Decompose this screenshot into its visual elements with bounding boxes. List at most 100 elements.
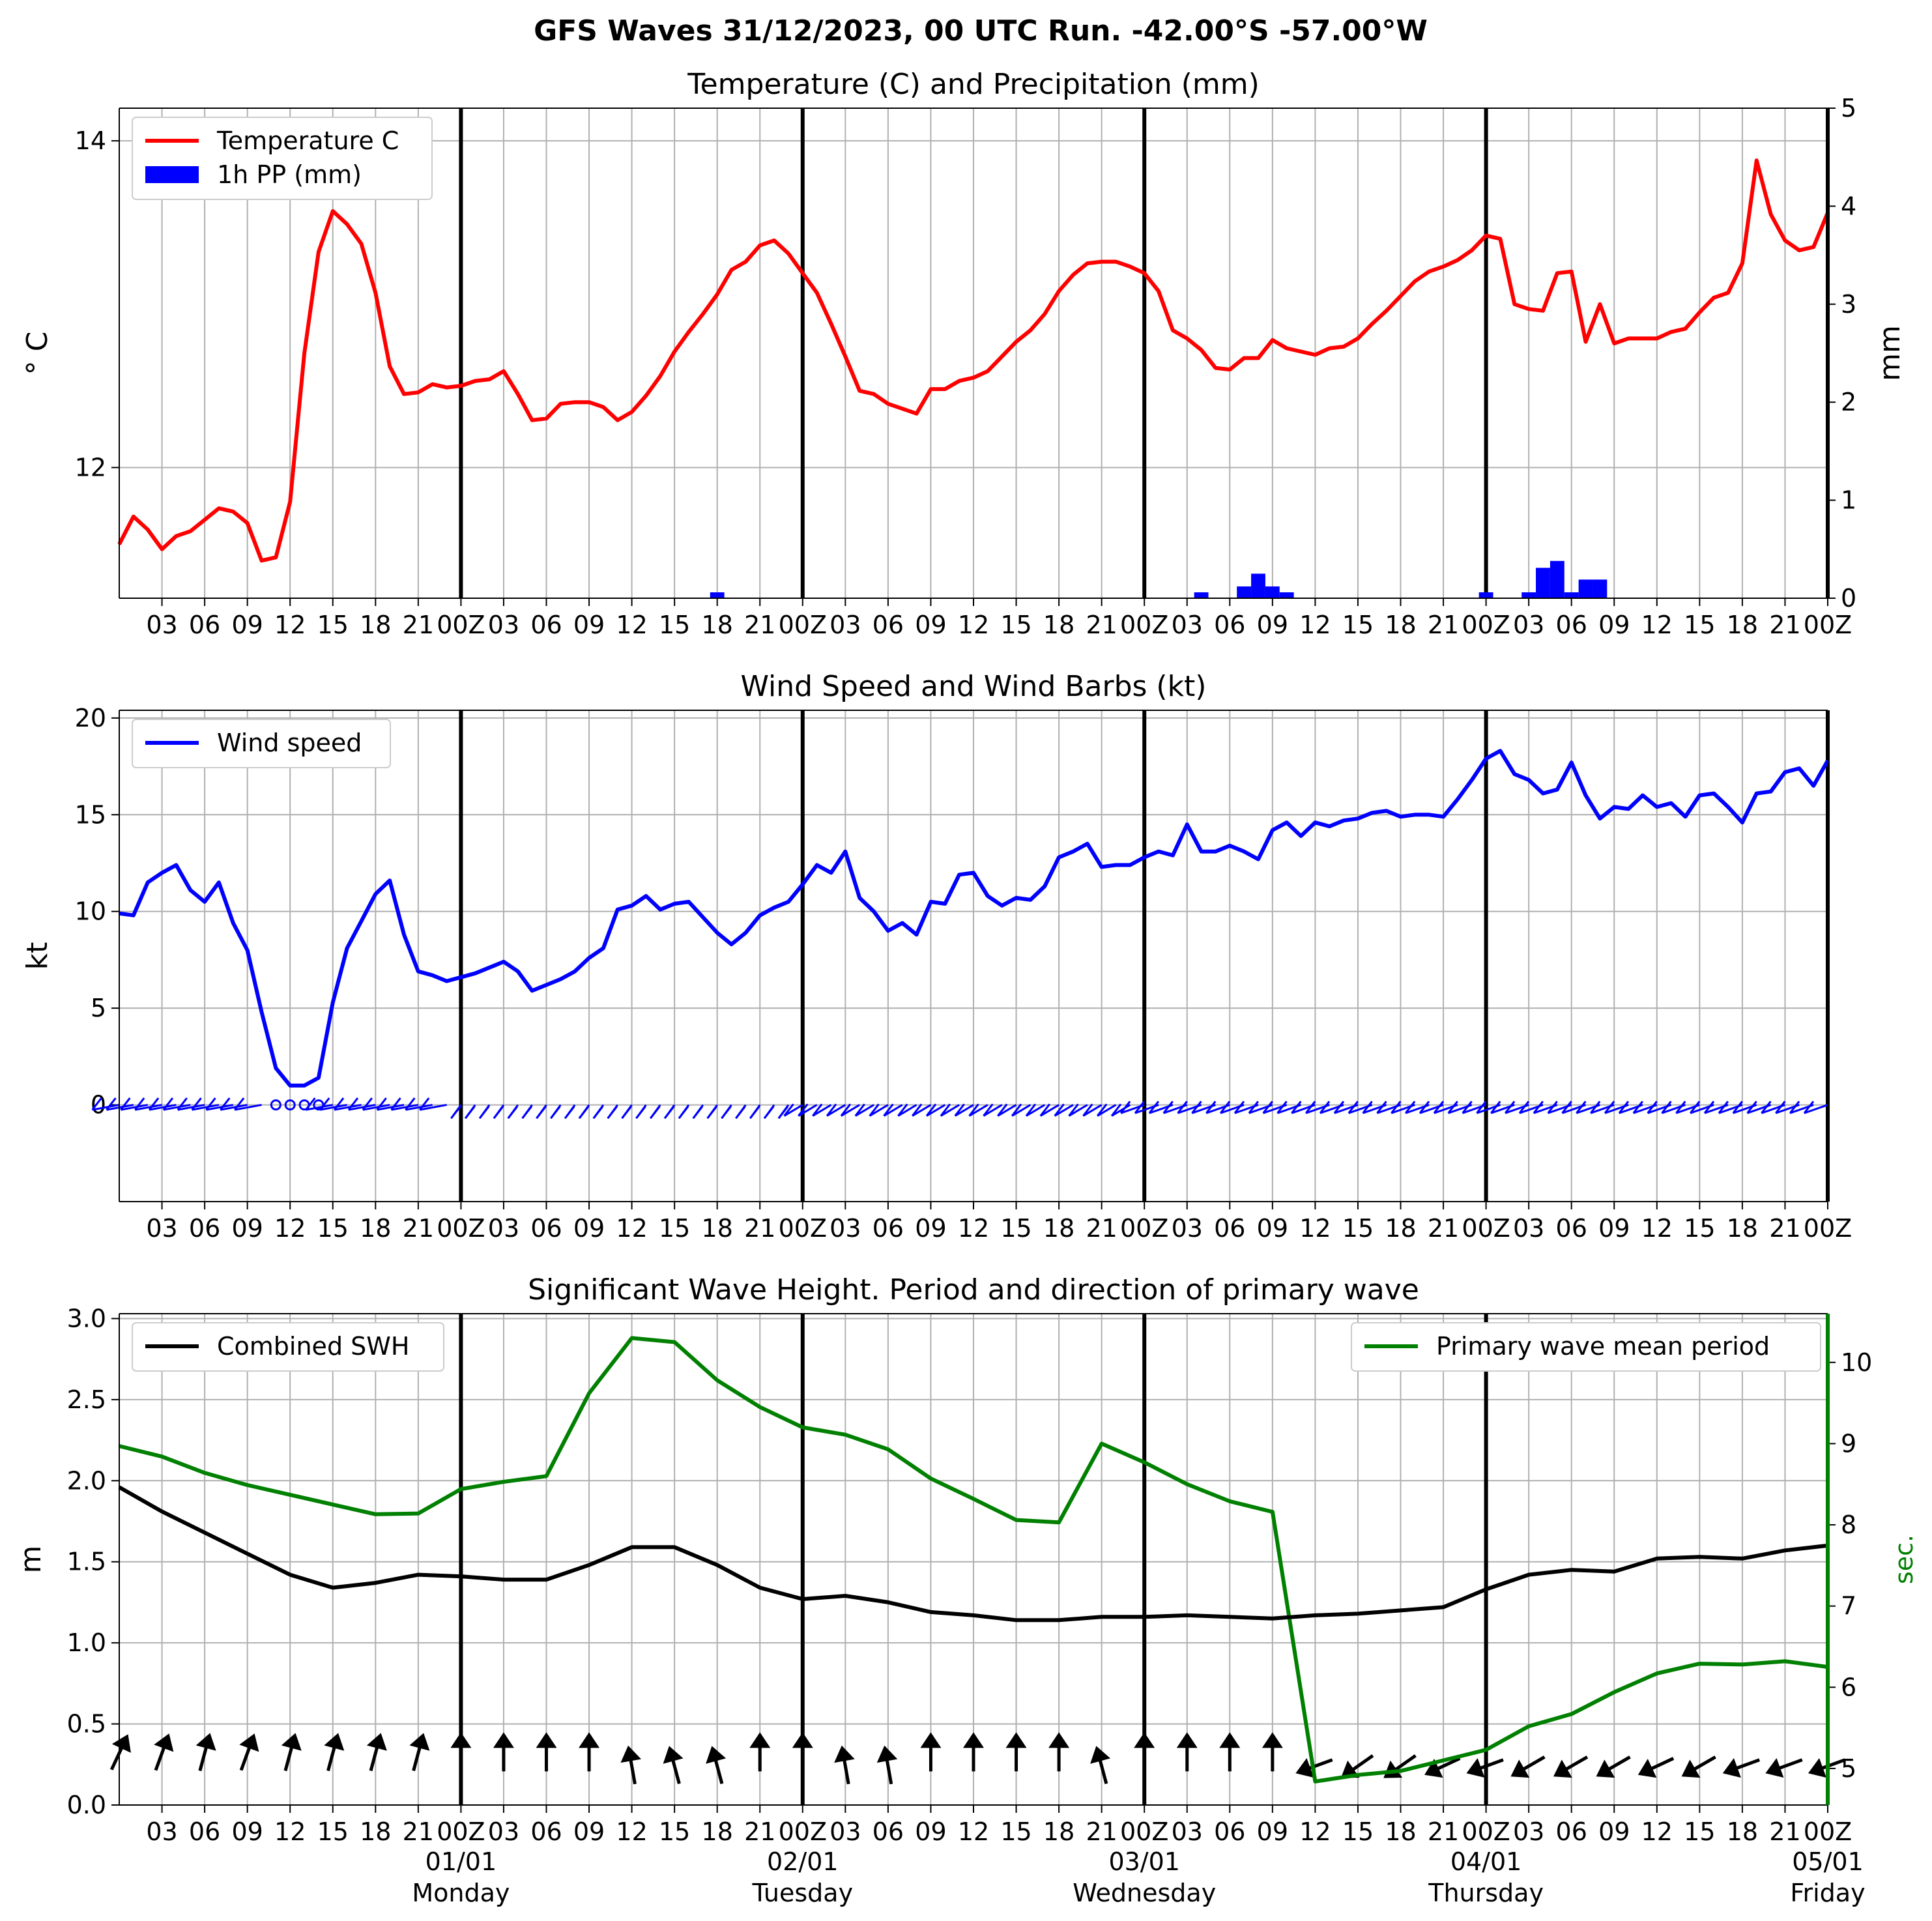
- direction-arrow-head: [1262, 1732, 1283, 1748]
- x-tick-label: 15: [317, 1817, 349, 1846]
- x-tick-label: 03: [1513, 1214, 1544, 1243]
- right-y-tick-label: 5: [1841, 1754, 1856, 1783]
- panel-title: Wind Speed and Wind Barbs (kt): [741, 670, 1207, 703]
- wind-barb-flag: [1433, 1101, 1445, 1114]
- x-tick-label: 21: [1086, 1214, 1117, 1243]
- wind-barb: [854, 1104, 874, 1117]
- x-tick-label: 06: [1556, 611, 1587, 639]
- wind-barb: [220, 1104, 248, 1111]
- direction-arrow: [109, 1734, 131, 1770]
- wind-barb: [206, 1104, 234, 1111]
- y-tick-label: 1.5: [67, 1548, 106, 1576]
- x-tick-label: 21: [1769, 1817, 1800, 1846]
- precip-bar: [1194, 592, 1209, 598]
- wind-barb-flag: [592, 1106, 604, 1119]
- wind-barb-flag: [854, 1103, 865, 1117]
- wind-barb-flag: [1661, 1101, 1672, 1114]
- direction-arrow-shaft: [628, 1757, 637, 1785]
- precip-bar: [1578, 579, 1593, 598]
- x-tick-label: 21: [1769, 1214, 1800, 1243]
- x-tick-label: 15: [1684, 1214, 1715, 1243]
- direction-arrow-head: [1090, 1746, 1111, 1764]
- wind-barb-flag: [134, 1097, 145, 1111]
- direction-arrow-shaft: [1648, 1757, 1675, 1772]
- direction-arrow: [1722, 1757, 1761, 1778]
- wind-barb-flag: [1746, 1101, 1757, 1114]
- x-tick-label: 12: [1641, 1817, 1673, 1846]
- x-tick-label: 06: [189, 1817, 220, 1846]
- direction-arrow: [620, 1745, 641, 1785]
- x-tick-label: 18: [702, 1817, 733, 1846]
- wind-barb-flag: [191, 1097, 202, 1111]
- direction-arrow-head: [536, 1732, 557, 1748]
- wind-barb-flag: [911, 1103, 923, 1117]
- wind-barb-flag: [940, 1103, 951, 1117]
- x-tick-label: 18: [702, 611, 733, 639]
- direction-arrow: [1295, 1757, 1333, 1778]
- direction-arrow-head: [195, 1733, 216, 1751]
- x-tick-label: 09: [1257, 1214, 1288, 1243]
- x-tick-label: 00Z: [779, 1214, 827, 1243]
- x-tick-label: 06: [189, 1214, 220, 1243]
- wind-barb-flag: [607, 1106, 618, 1119]
- wind-barb-flag: [1011, 1103, 1022, 1117]
- y-axis-label: m: [14, 1546, 48, 1574]
- direction-arrow-head: [1553, 1759, 1572, 1778]
- y-tick-label: 1.0: [67, 1628, 106, 1657]
- direction-arrow-shaft: [109, 1744, 125, 1770]
- wind-barb-flag: [706, 1106, 717, 1119]
- wind-barb-flag: [1632, 1101, 1643, 1114]
- direction-arrow-head: [920, 1732, 942, 1748]
- right-y-tick-label: 9: [1841, 1429, 1856, 1458]
- x-tick-label: 12: [958, 1214, 989, 1243]
- day-label: Friday: [1790, 1879, 1865, 1907]
- x-tick-label: 03: [146, 611, 177, 639]
- wind-barb: [1068, 1104, 1088, 1117]
- x-tick-label: 06: [872, 1214, 904, 1243]
- direction-arrow-head: [111, 1734, 131, 1753]
- wind-barb-flag: [493, 1106, 504, 1119]
- direction-arrow-head: [1722, 1757, 1741, 1778]
- x-tick-label: 03: [1513, 1817, 1544, 1846]
- wind-barb-flag: [1097, 1103, 1108, 1117]
- wind-barb-flag: [507, 1106, 518, 1119]
- wind-barb-flag: [1177, 1101, 1188, 1114]
- wind-barb: [826, 1104, 846, 1117]
- precip-bar: [1564, 592, 1579, 598]
- direction-arrow-head: [834, 1745, 855, 1763]
- x-tick-label: 06: [189, 611, 220, 639]
- x-tick-label: 06: [530, 1817, 562, 1846]
- wind-barb-flag: [390, 1097, 401, 1111]
- wind-barb-flag: [405, 1097, 416, 1111]
- wind-barb-flag: [650, 1106, 661, 1119]
- direction-arrow: [450, 1732, 472, 1772]
- wind-barb: [1011, 1104, 1031, 1117]
- y-axis-label: ° C: [21, 332, 54, 375]
- direction-arrow-head: [1005, 1732, 1027, 1748]
- day-label: Wednesday: [1073, 1879, 1216, 1907]
- x-tick-label: 09: [231, 1214, 263, 1243]
- precip-bar: [1536, 568, 1550, 598]
- direction-arrow: [1808, 1757, 1846, 1778]
- wind-barb-flag: [177, 1097, 188, 1111]
- wind-barb-flag: [763, 1106, 775, 1119]
- wind-barb-flag: [1604, 1101, 1615, 1114]
- wind-barb-flag: [1561, 1101, 1572, 1114]
- wind-barb-flag: [1068, 1103, 1079, 1117]
- day-label: Thursday: [1428, 1879, 1544, 1907]
- x-tick-label: 12: [958, 611, 989, 639]
- wind-barb-flag: [1732, 1101, 1743, 1114]
- legend-label: 1h PP (mm): [217, 160, 362, 189]
- wind-barb: [177, 1104, 205, 1111]
- x-tick-label: 09: [1598, 611, 1630, 639]
- direction-arrow-head: [1466, 1757, 1485, 1778]
- direction-arrow: [1553, 1755, 1589, 1778]
- legend-box: [1351, 1322, 1821, 1372]
- x-tick-label: 09: [1257, 1817, 1288, 1846]
- y-tick-label: 2.5: [67, 1385, 106, 1414]
- precip-bar: [1521, 592, 1536, 598]
- direction-arrow: [1424, 1757, 1461, 1778]
- wind-barb-flag: [1110, 1103, 1122, 1117]
- wind-barb: [1082, 1104, 1103, 1117]
- x-tick-label: 00Z: [437, 1817, 485, 1846]
